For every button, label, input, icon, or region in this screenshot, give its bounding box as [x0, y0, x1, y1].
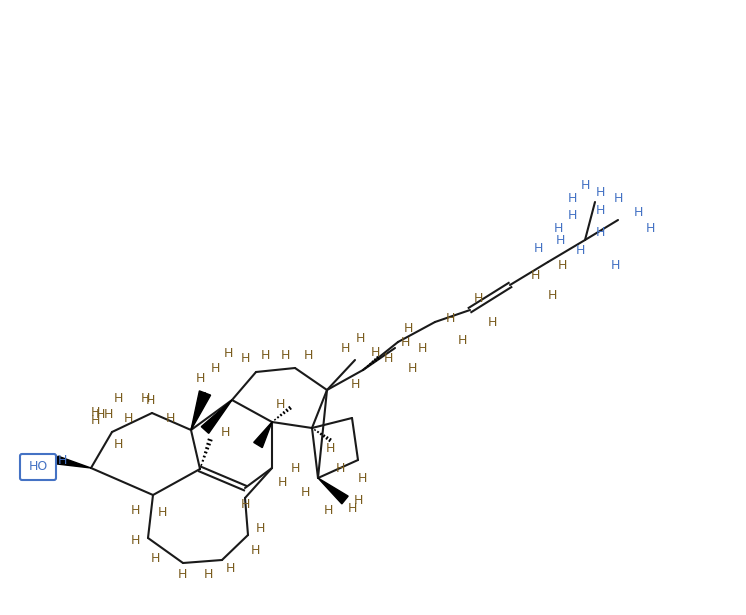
Text: H: H	[533, 242, 542, 255]
Text: H: H	[354, 493, 363, 507]
Text: H: H	[595, 226, 605, 239]
Text: H: H	[645, 221, 655, 234]
Polygon shape	[191, 391, 210, 430]
Text: H: H	[204, 568, 213, 582]
Text: H: H	[340, 341, 350, 354]
Polygon shape	[254, 422, 272, 448]
Text: H: H	[280, 349, 289, 362]
Text: H: H	[131, 504, 140, 517]
Text: H: H	[225, 561, 235, 574]
Text: H: H	[304, 349, 313, 362]
Text: H: H	[595, 204, 605, 216]
Polygon shape	[318, 478, 348, 504]
Text: H: H	[123, 411, 133, 424]
Text: H: H	[473, 292, 483, 304]
Text: H: H	[323, 504, 333, 517]
Text: H: H	[223, 346, 233, 360]
Text: H: H	[131, 533, 140, 547]
Text: H: H	[355, 331, 365, 344]
Text: H: H	[278, 475, 286, 488]
Text: H: H	[417, 341, 427, 354]
Text: H: H	[150, 552, 160, 565]
Text: H: H	[407, 362, 417, 375]
Text: H: H	[548, 288, 557, 301]
Text: H: H	[290, 461, 300, 475]
Text: H: H	[90, 413, 100, 426]
Text: H: H	[595, 186, 605, 199]
Text: H: H	[554, 221, 562, 234]
Text: H: H	[633, 205, 643, 218]
Text: H: H	[557, 258, 567, 271]
FancyBboxPatch shape	[20, 454, 56, 480]
Text: H: H	[357, 472, 367, 485]
Text: H: H	[610, 258, 620, 271]
Text: H: H	[530, 269, 539, 282]
Text: H: H	[555, 234, 565, 247]
Text: H: H	[335, 461, 345, 475]
Text: H: H	[401, 336, 410, 349]
Text: H: H	[113, 438, 122, 451]
Text: H: H	[275, 399, 285, 411]
Text: HO: HO	[28, 461, 48, 474]
Text: H: H	[157, 506, 166, 518]
Text: H: H	[613, 191, 623, 205]
Text: H: H	[404, 322, 413, 335]
Text: H: H	[140, 392, 150, 405]
Text: H: H	[580, 178, 589, 191]
Text: H: H	[351, 378, 360, 392]
Text: H: H	[166, 411, 175, 424]
Text: H: H	[370, 346, 380, 359]
Text: H: H	[457, 333, 467, 346]
Text: H: H	[445, 312, 455, 325]
Text: H: H	[103, 408, 113, 421]
Text: H: H	[145, 394, 154, 407]
Text: H: H	[178, 568, 186, 582]
Polygon shape	[56, 456, 91, 468]
Text: H: H	[210, 362, 219, 375]
Polygon shape	[201, 400, 232, 434]
Text: H: H	[348, 501, 357, 515]
Text: H: H	[113, 392, 122, 405]
Text: H: H	[487, 315, 497, 328]
Text: H: H	[220, 426, 230, 438]
Text: H: H	[195, 371, 204, 384]
Text: H: H	[567, 208, 577, 221]
Text: H: H	[240, 499, 250, 512]
Text: H: H	[95, 408, 104, 421]
Text: H: H	[240, 352, 250, 365]
Text: H: H	[383, 352, 392, 365]
Text: H: H	[57, 453, 66, 467]
Text: H: H	[90, 405, 100, 418]
Text: H: H	[325, 442, 335, 454]
Text: H: H	[301, 485, 310, 499]
Text: H: H	[251, 544, 260, 557]
Text: H: H	[567, 191, 577, 205]
Text: H: H	[255, 522, 265, 534]
Text: H: H	[260, 349, 270, 362]
Text: H: H	[575, 244, 585, 256]
